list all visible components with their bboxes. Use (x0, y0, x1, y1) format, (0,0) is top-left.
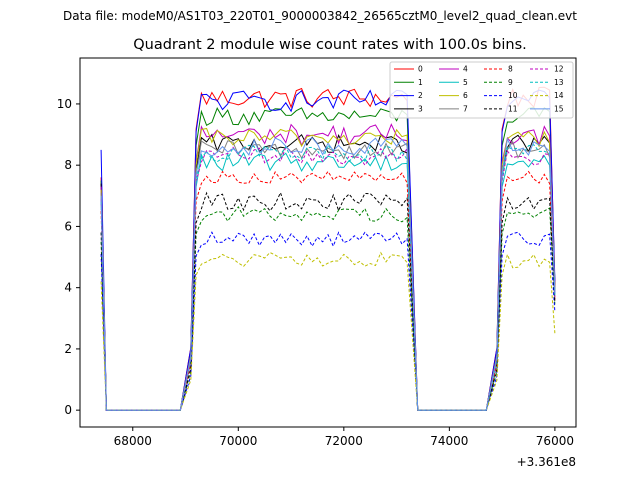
legend-label: 10 (508, 91, 518, 100)
legend-label: 13 (554, 78, 564, 87)
series-line-4 (100, 123, 556, 411)
series-line-3 (100, 133, 556, 411)
x-tick-label: 70000 (219, 434, 257, 448)
x-axis: 68000 70000 72000 74000 76000 (114, 427, 574, 448)
plot-frame (79, 57, 577, 428)
series-line-10 (100, 231, 556, 411)
legend-label: 4 (463, 65, 468, 74)
legend-label: 9 (508, 78, 513, 87)
legend-label: 2 (418, 91, 423, 100)
y-tick-label: 4 (64, 281, 72, 295)
y-tick-label: 8 (64, 158, 72, 172)
y-tick-label: 10 (57, 97, 72, 111)
series-line-15 (100, 137, 556, 411)
series-line-5 (100, 152, 556, 411)
series-lines (100, 86, 556, 411)
series-line-11 (100, 191, 556, 411)
series-line-12 (100, 146, 556, 411)
series-line-7 (100, 140, 556, 411)
series-line-2 (100, 89, 556, 411)
legend-label: 15 (554, 104, 564, 113)
series-line-6 (100, 127, 556, 411)
series-line-8 (100, 170, 556, 411)
legend-label: 14 (554, 91, 564, 100)
x-tick-label: 76000 (536, 434, 574, 448)
legend-label: 7 (463, 104, 468, 113)
y-tick-label: 2 (64, 342, 72, 356)
legend-label: 1 (418, 78, 423, 87)
x-offset-label: +3.361e8 (517, 455, 576, 469)
chart-title: Quadrant 2 module wise count rates with … (133, 37, 527, 53)
legend-label: 5 (463, 78, 468, 87)
legend-label: 0 (418, 65, 423, 74)
series-line-14 (100, 251, 556, 411)
y-tick-label: 0 (64, 403, 72, 417)
x-tick-label: 72000 (325, 434, 363, 448)
y-axis: 0 2 4 6 8 10 (57, 97, 80, 417)
series-line-1 (100, 106, 556, 411)
series-line-13 (100, 144, 556, 411)
legend-label: 12 (554, 65, 564, 74)
legend-label: 8 (508, 65, 513, 74)
y-tick-label: 6 (64, 219, 72, 233)
series-line-9 (100, 206, 556, 411)
legend-label: 11 (508, 104, 518, 113)
x-tick-label: 74000 (430, 434, 468, 448)
legend-label: 3 (418, 104, 423, 113)
legend-label: 6 (463, 91, 468, 100)
suptitle: Data file: modeM0/AS1T03_220T01_90000038… (63, 9, 577, 23)
x-tick-label: 68000 (114, 434, 152, 448)
legend-box (389, 61, 574, 119)
